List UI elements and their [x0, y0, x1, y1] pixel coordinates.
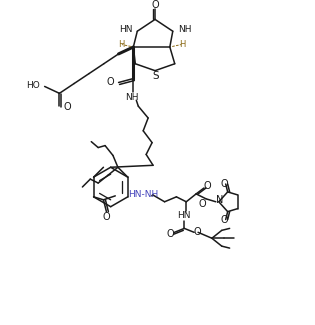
- Text: N: N: [216, 195, 223, 205]
- Text: NH: NH: [125, 93, 138, 102]
- Text: HN-NH: HN-NH: [128, 190, 158, 199]
- Text: O: O: [107, 76, 115, 86]
- Text: H: H: [118, 40, 124, 48]
- Text: O: O: [203, 181, 211, 191]
- Text: S: S: [153, 71, 159, 81]
- Text: O: O: [63, 102, 71, 112]
- Text: O: O: [198, 199, 206, 209]
- Text: O: O: [221, 214, 228, 225]
- Text: O: O: [221, 179, 228, 189]
- Text: O: O: [167, 229, 174, 239]
- Text: NH: NH: [178, 25, 191, 34]
- Text: H: H: [179, 40, 185, 48]
- Text: HN: HN: [119, 25, 132, 34]
- Text: O: O: [151, 0, 159, 10]
- Text: HO: HO: [26, 81, 40, 90]
- Text: O: O: [193, 227, 201, 237]
- Text: HN: HN: [178, 211, 191, 220]
- Text: O: O: [103, 212, 110, 222]
